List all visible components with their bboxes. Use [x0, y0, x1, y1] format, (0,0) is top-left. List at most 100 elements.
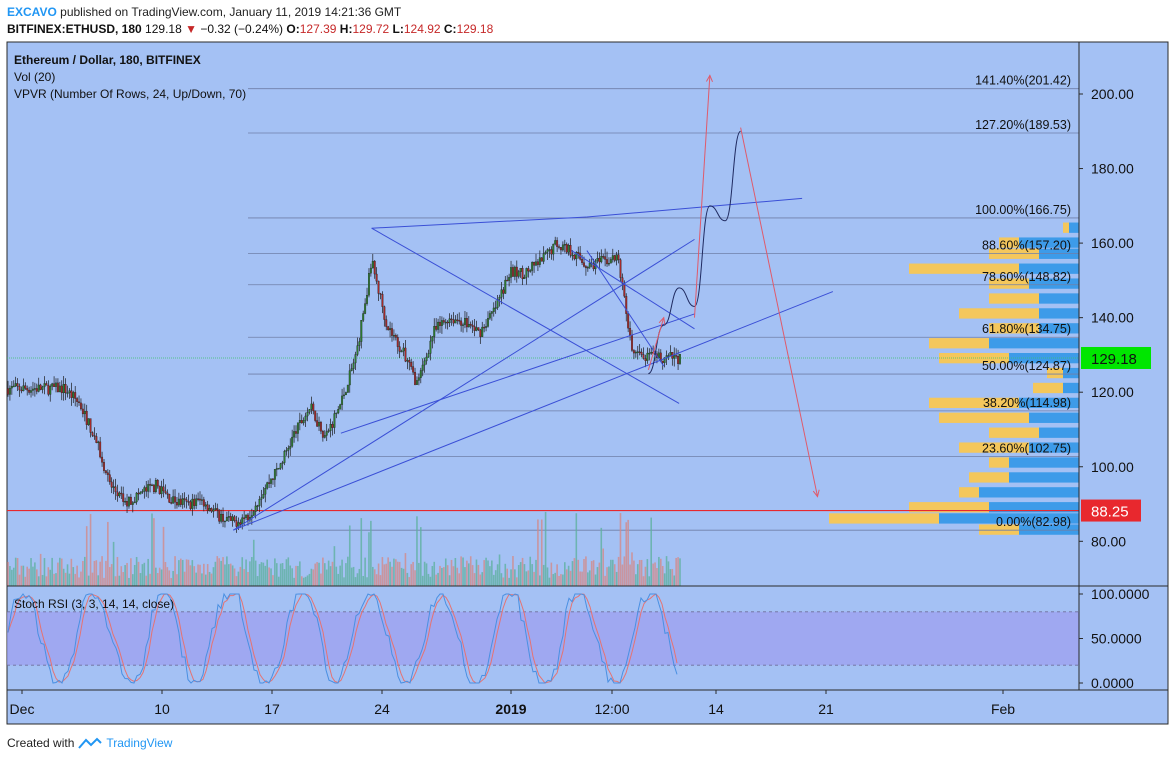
candle-up	[87, 418, 90, 425]
candle-up	[151, 484, 153, 487]
time-tick-label: 24	[374, 701, 390, 717]
volume-bars	[7, 511, 681, 586]
candle-up	[419, 370, 422, 378]
candle-up	[475, 327, 478, 331]
vpvr-down-bar	[999, 237, 1019, 248]
volume-bar	[281, 563, 284, 586]
volume-bar	[249, 561, 251, 586]
candle-down	[183, 498, 186, 500]
volume-bar	[170, 577, 172, 586]
author-name[interactable]: EXCAVO	[7, 5, 57, 19]
candle-up	[366, 295, 368, 304]
candle-down	[235, 520, 238, 527]
volume-bar	[429, 576, 432, 586]
vpvr-up-bar	[1039, 308, 1079, 319]
volume-bar	[569, 570, 572, 586]
volume-bar	[103, 577, 105, 586]
candle-down	[321, 431, 324, 438]
candle-down	[502, 289, 505, 294]
volume-bar	[300, 576, 303, 586]
candle-down	[170, 502, 173, 504]
volume-bar	[652, 563, 654, 586]
candle-down	[677, 356, 680, 364]
volume-bar	[166, 567, 169, 586]
volume-bar	[600, 527, 603, 586]
volume-bar	[437, 572, 439, 586]
volume-bar	[675, 557, 677, 586]
candle-up	[646, 352, 649, 361]
volume-bar	[156, 573, 159, 586]
volume-bar	[556, 564, 558, 586]
vpvr-up-bar	[1069, 222, 1079, 233]
volume-bar	[141, 564, 144, 586]
candle-up	[487, 318, 489, 327]
candle-down	[76, 398, 79, 402]
volume-bar	[206, 564, 209, 586]
volume-bar	[387, 557, 389, 586]
volume-bar	[258, 564, 261, 586]
volume-bar	[39, 553, 42, 586]
vpvr-down-bar	[829, 513, 939, 524]
candle-down	[592, 263, 595, 270]
volume-bar	[49, 569, 52, 586]
candle-down	[70, 390, 73, 398]
volume-bar	[174, 556, 176, 586]
volume-bar	[644, 566, 647, 586]
volume-bar	[226, 556, 228, 586]
projection-drawing[interactable]	[647, 74, 820, 498]
candle-up	[344, 392, 347, 396]
volume-bar	[638, 559, 641, 586]
volume-bar	[264, 565, 267, 586]
volume-bar	[324, 563, 326, 586]
trendlines[interactable]	[232, 197, 834, 531]
volume-bar	[32, 566, 34, 586]
candle-up	[296, 422, 299, 434]
fib-level-label: 0.00%(82.98)	[996, 515, 1071, 529]
volume-bar	[254, 560, 257, 586]
candle-up	[492, 307, 495, 312]
volume-bar	[93, 560, 96, 586]
candle-up	[160, 486, 163, 495]
candle-down	[638, 351, 641, 353]
volume-bar	[322, 557, 324, 586]
volume-bar	[133, 564, 136, 586]
volume-bar	[76, 565, 78, 586]
candle-up	[542, 253, 545, 262]
tradingview-brand[interactable]: TradingView	[106, 736, 173, 750]
volume-bar	[462, 557, 464, 586]
candle-up	[302, 420, 305, 424]
candle-down	[556, 240, 559, 247]
candle-down	[85, 410, 88, 425]
candle-down	[91, 432, 94, 436]
candle-down	[642, 354, 645, 359]
volume-bar	[635, 574, 637, 586]
vpvr-up-bar	[1029, 442, 1079, 453]
volume-bar	[410, 564, 412, 586]
volume-bar	[665, 556, 668, 586]
arrowhead-icon	[658, 316, 666, 325]
candle-up	[634, 351, 637, 354]
volume-bar	[118, 575, 121, 586]
vpvr-down-bar	[909, 263, 1019, 274]
volume-bar	[636, 564, 639, 586]
volume-bar	[496, 564, 499, 586]
volume-bar	[554, 572, 556, 586]
volume-bar	[43, 558, 46, 586]
candle-down	[442, 320, 445, 323]
vpvr-down-bar	[989, 457, 1009, 468]
support-price-tag	[1081, 499, 1141, 522]
candle-up	[143, 487, 146, 492]
current-price-tag	[1081, 346, 1151, 369]
volume-bar	[348, 525, 351, 586]
candle-down	[210, 508, 213, 512]
volume-bar	[343, 577, 345, 586]
volume-bar	[617, 556, 620, 586]
candle-up	[362, 313, 365, 321]
candle-down	[162, 486, 165, 492]
volume-bar	[274, 558, 276, 586]
volume-bar	[540, 519, 543, 586]
candle-down	[28, 389, 31, 393]
candle-down	[45, 383, 48, 386]
volume-bar	[97, 575, 100, 586]
